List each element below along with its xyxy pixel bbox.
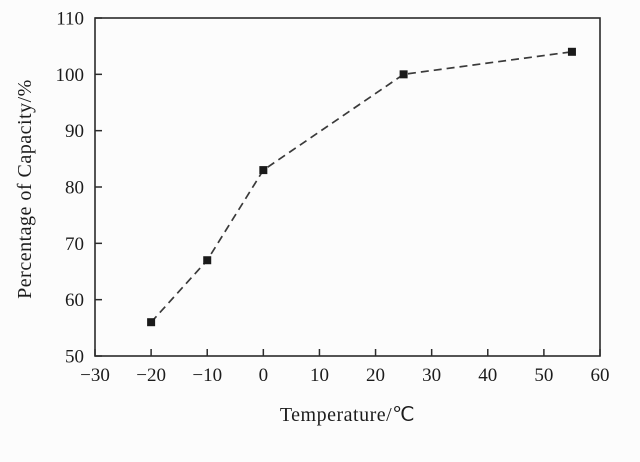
y-tick-label: 110 [56, 9, 84, 30]
data-point [147, 318, 156, 327]
data-point [259, 166, 268, 175]
data-point [567, 47, 576, 56]
y-tick-label: 60 [65, 290, 84, 311]
x-tick-label: 40 [478, 365, 497, 386]
data-line [150, 50, 573, 323]
x-tick-label: 20 [366, 365, 385, 386]
y-axis-label: Percentage of Capacity/% [14, 79, 36, 299]
x-axis-label: Temperature/℃ [279, 404, 416, 426]
y-tick-label: 50 [65, 347, 84, 368]
x-tick-label: 0 [259, 365, 269, 386]
x-tick-label: 10 [310, 365, 329, 386]
data-point [399, 70, 408, 79]
x-tick-label: 50 [534, 365, 553, 386]
data-point [203, 256, 212, 265]
x-tick-label: 60 [591, 365, 610, 386]
plot-frame [94, 17, 601, 357]
x-tick-label: −30 [80, 365, 110, 386]
y-tick-label: 100 [56, 65, 85, 86]
x-tick-label: −20 [136, 365, 166, 386]
y-tick-label: 90 [65, 121, 84, 142]
x-tick-label: 30 [422, 365, 441, 386]
y-tick-label: 70 [65, 234, 84, 255]
x-tick-label: −10 [192, 365, 222, 386]
y-tick-label: 80 [65, 178, 84, 199]
